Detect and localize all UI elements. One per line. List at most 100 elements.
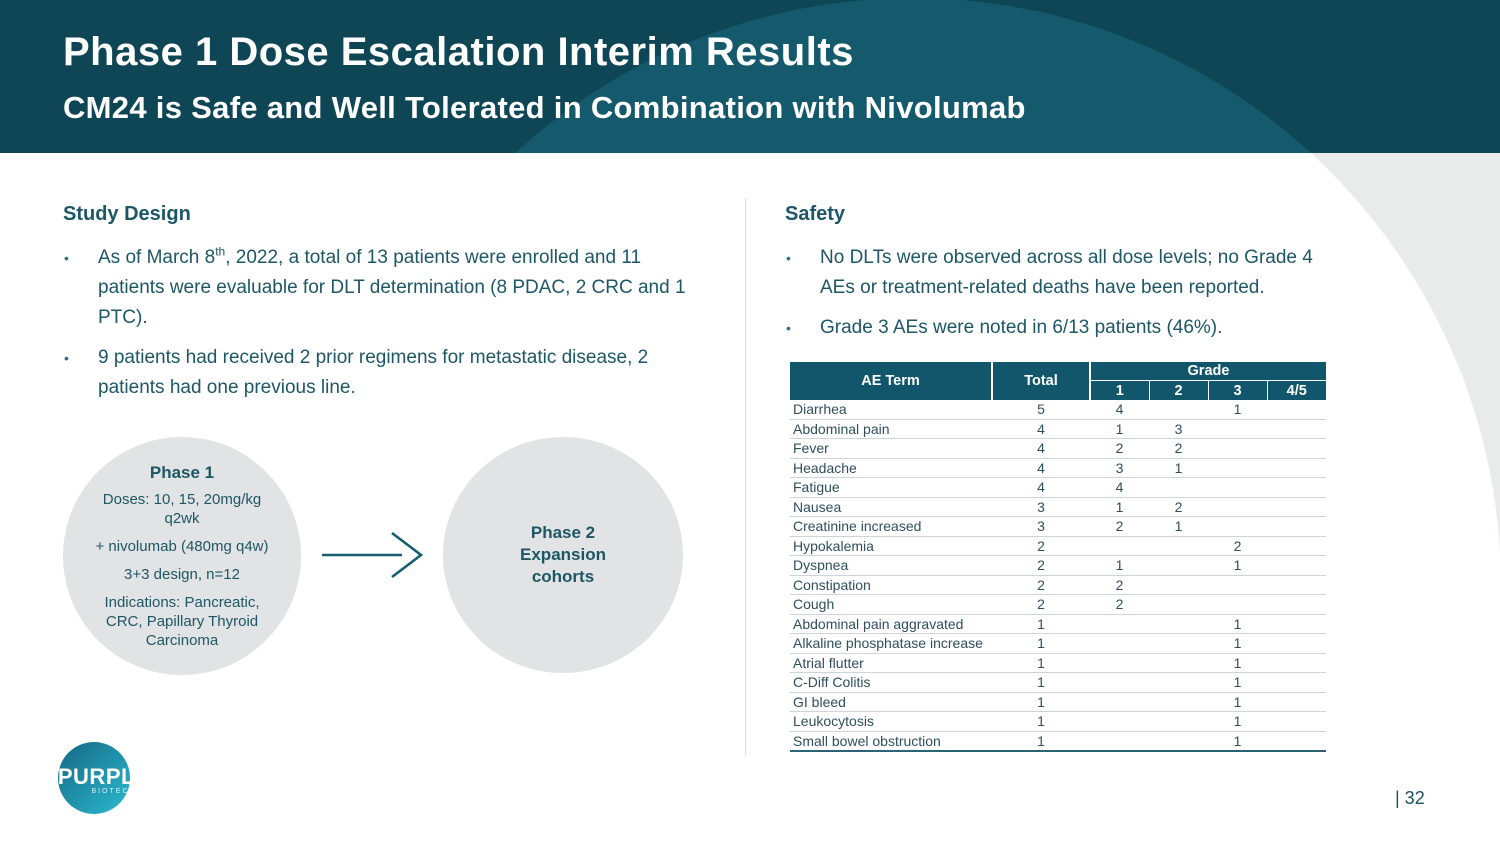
cell-term: Headache [790,458,992,478]
cell-total: 4 [992,438,1090,459]
phase-1-design: 3+3 design, n=12 [124,565,240,583]
cell-g2 [1149,672,1208,693]
cell-g3: 1 [1208,555,1267,576]
bullet-1-text-post: , 2022, a total of 13 patients were enro… [98,247,686,328]
cell-term: Diarrhea [790,400,992,420]
cell-g45 [1267,458,1326,478]
table-body: Diarrhea 5 4 1 Abdominal pain 4 1 3 Fever 4 2 2 Head… [790,400,1326,752]
header-banner: Phase 1 Dose Escalation Interim Results … [0,0,1500,153]
cell-term: Abdominal pain [790,419,992,439]
cell-g3: 1 [1208,633,1267,654]
cell-g45 [1267,731,1326,752]
bullet-dot: • [786,250,791,266]
cell-term: Dyspnea [790,555,992,576]
cell-total: 5 [992,400,1090,420]
cell-g45 [1267,594,1326,615]
safety-bullet-2-text: Grade 3 AEs were noted in 6/13 patients … [820,317,1223,338]
cell-g2 [1149,555,1208,576]
cell-g1: 1 [1090,419,1149,439]
cell-g2: 3 [1149,419,1208,439]
cell-g45 [1267,555,1326,576]
safety-bullet-1: • No DLTs were observed across all dose … [786,243,1340,303]
cell-g2 [1149,711,1208,732]
cell-g45 [1267,672,1326,693]
cell-term: Small bowel obstruction [790,731,992,752]
table-row: Hypokalemia 2 2 [790,536,1326,556]
page-title: Phase 1 Dose Escalation Interim Results [63,30,854,74]
page-subtitle: CM24 is Safe and Well Tolerated in Combi… [63,90,1026,125]
table-row: Cough 2 2 [790,594,1326,615]
study-design-heading: Study Design [63,203,191,225]
column-header-grade-1: 1 [1089,380,1149,400]
cell-g1 [1090,633,1149,654]
cell-g2 [1149,692,1208,712]
cell-g45 [1267,711,1326,732]
cell-g2 [1149,575,1208,595]
cell-g2 [1149,594,1208,615]
cell-g1 [1090,536,1149,556]
cell-g3 [1208,575,1267,595]
table-row: C-Diff Colitis 1 1 [790,672,1326,693]
cell-total: 1 [992,692,1090,712]
cell-g3 [1208,516,1267,537]
cell-total: 1 [992,614,1090,634]
phase-1-doses: Doses: 10, 15, 20mg/kg q2wk [102,490,262,527]
cell-g3: 2 [1208,536,1267,556]
cell-g45 [1267,516,1326,537]
cell-total: 2 [992,536,1090,556]
cell-g3: 1 [1208,653,1267,673]
purple-biotech-logo: PURPLE BIOTECH [44,738,164,822]
column-header-grade-4-5: 4/5 [1266,380,1326,400]
bullet-1-superscript: th [215,244,226,259]
cell-term: Leukocytosis [790,711,992,732]
cell-g1 [1090,711,1149,732]
cell-term: Creatinine increased [790,516,992,537]
vertical-divider [745,198,746,755]
cell-g3 [1208,497,1267,517]
bullet-dot: • [64,250,69,266]
cell-g3: 1 [1208,400,1267,420]
cell-g3 [1208,477,1267,498]
study-design-bullet-2-text: 9 patients had received 2 prior regimens… [98,347,649,398]
cell-g45 [1267,419,1326,439]
cell-g1: 3 [1090,458,1149,478]
cell-g2 [1149,653,1208,673]
bullet-dot: • [64,350,69,366]
cell-total: 3 [992,516,1090,537]
cell-g45 [1267,438,1326,459]
table-row: Creatinine increased 3 2 1 [790,516,1326,537]
cell-g45 [1267,692,1326,712]
cell-g2 [1149,477,1208,498]
cell-g3: 1 [1208,711,1267,732]
table-row: Atrial flutter 1 1 [790,653,1326,673]
table-header: AE Term Total Grade 1 2 3 4/5 [790,362,1326,400]
phase-1-circle-content: Phase 1 Doses: 10, 15, 20mg/kg q2wk + ni… [94,463,270,650]
table-row: GI bleed 1 1 [790,692,1326,712]
cell-g2 [1149,633,1208,654]
cell-term: Fatigue [790,477,992,498]
logo-subtext: BIOTECH [91,788,137,795]
cell-term: GI bleed [790,692,992,712]
cell-total: 4 [992,477,1090,498]
phase-1-nivolumab: + nivolumab (480mg q4w) [95,537,269,555]
column-header-grade: Grade [1089,362,1326,381]
safety-bullet-1-text: No DLTs were observed across all dose le… [820,247,1313,298]
cell-g1 [1090,692,1149,712]
cell-term: Cough [790,594,992,615]
cell-term: Alkaline phosphatase increase [790,633,992,654]
cell-g3 [1208,419,1267,439]
cell-g1 [1090,731,1149,752]
table-row: Fever 4 2 2 [790,438,1326,459]
right-arrow-icon [322,531,424,579]
table-row: Nausea 3 1 2 [790,497,1326,517]
cell-total: 2 [992,575,1090,595]
table-row: Fatigue 4 4 [790,477,1326,498]
cell-total: 2 [992,594,1090,615]
cell-g3: 1 [1208,614,1267,634]
study-design-bullet-2: • 9 patients had received 2 prior regime… [64,343,698,403]
phase-1-indications: Indications: Pancreatic, CRC, Papillary … [104,593,260,649]
cell-g2: 1 [1149,516,1208,537]
cell-g45 [1267,497,1326,517]
cell-g1: 2 [1090,438,1149,459]
